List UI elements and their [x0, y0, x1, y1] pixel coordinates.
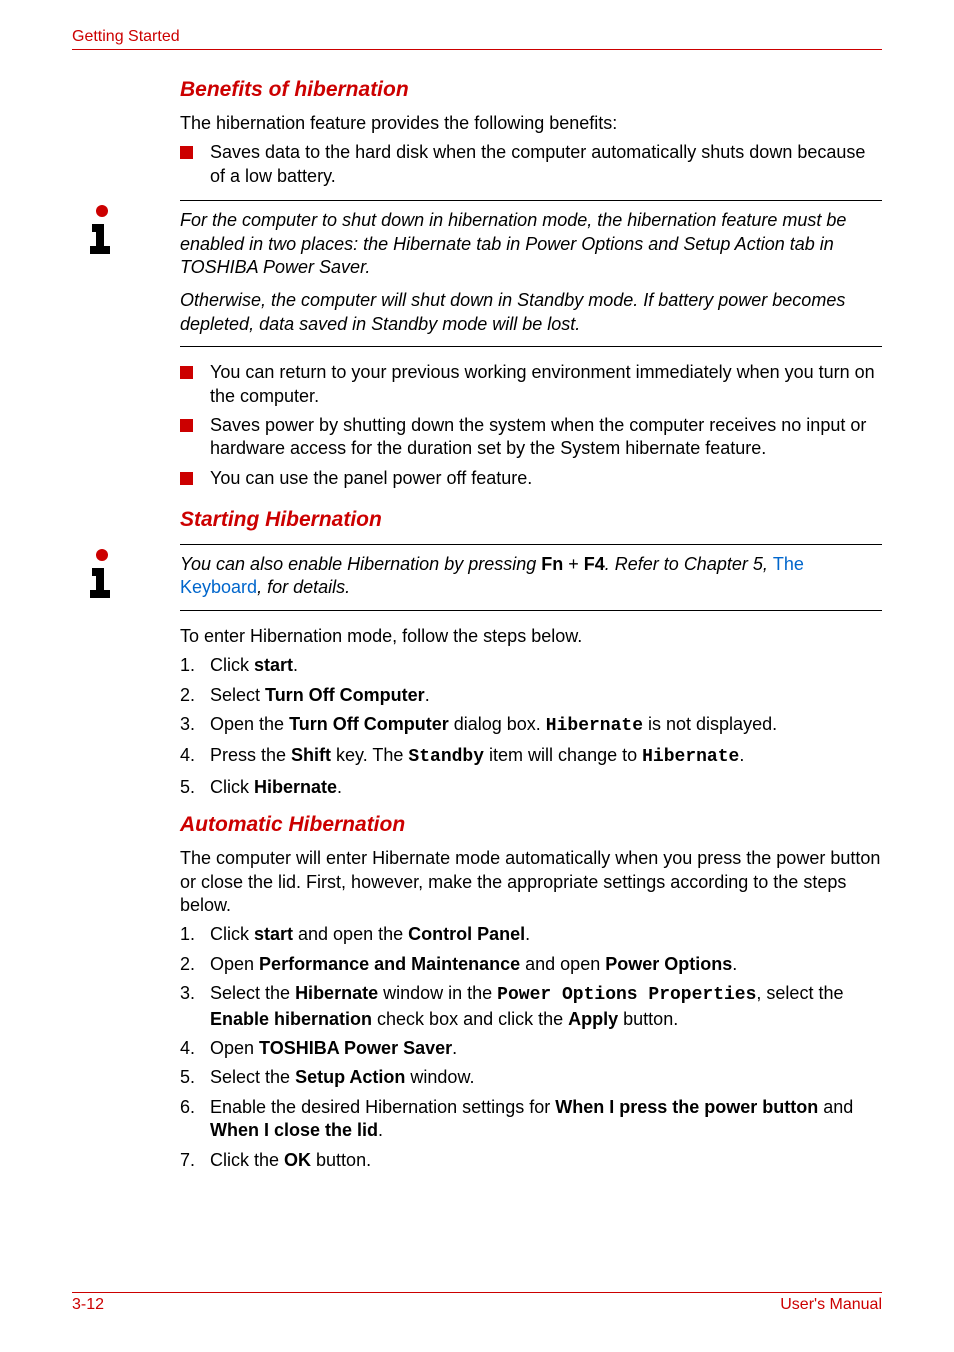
automatic-steps: Click start and open the Control Panel. … — [180, 923, 882, 1172]
list-item: Click start. — [180, 654, 882, 677]
info-icon — [72, 544, 132, 604]
starting-heading: Starting Hibernation — [180, 508, 882, 532]
starting-note: You can also enable Hibernation by press… — [72, 544, 882, 611]
automatic-heading: Automatic Hibernation — [180, 813, 882, 837]
list-item: Enable the desired Hibernation settings … — [180, 1096, 882, 1143]
list-item: Select the Setup Action window. — [180, 1066, 882, 1089]
note-paragraph: You can also enable Hibernation by press… — [180, 553, 882, 600]
benefits-heading: Benefits of hibernation — [180, 78, 882, 102]
list-item: Open Performance and Maintenance and ope… — [180, 953, 882, 976]
list-item: Click start and open the Control Panel. — [180, 923, 882, 946]
list-item: Press the Shift key. The Standby item wi… — [180, 744, 882, 769]
list-item: Click the OK button. — [180, 1149, 882, 1172]
benefits-bullets-a: Saves data to the hard disk when the com… — [180, 141, 882, 188]
list-item: Click Hibernate. — [180, 776, 882, 799]
list-item: Saves data to the hard disk when the com… — [180, 141, 882, 188]
starting-intro: To enter Hibernation mode, follow the st… — [180, 625, 882, 648]
list-item: Open the Turn Off Computer dialog box. H… — [180, 713, 882, 738]
benefits-intro: The hibernation feature provides the fol… — [180, 112, 882, 135]
benefits-bullets-b-block: You can return to your previous working … — [180, 361, 882, 490]
starting-steps-block: To enter Hibernation mode, follow the st… — [180, 625, 882, 1172]
list-item: Saves power by shutting down the system … — [180, 414, 882, 461]
list-item: You can use the panel power off feature. — [180, 467, 882, 490]
benefits-note: For the computer to shut down in hiberna… — [72, 200, 882, 347]
list-item: Select Turn Off Computer. — [180, 684, 882, 707]
note-content: For the computer to shut down in hiberna… — [180, 200, 882, 347]
benefits-section: Benefits of hibernation The hibernation … — [180, 78, 882, 188]
page-number: 3-12 — [72, 1296, 104, 1314]
list-item: Select the Hibernate window in the Power… — [180, 982, 882, 1031]
header-section-title: Getting Started — [72, 28, 882, 50]
page-container: Getting Started Benefits of hibernation … — [0, 0, 954, 1172]
page-footer: 3-12 User's Manual — [72, 1292, 882, 1314]
manual-title: User's Manual — [780, 1296, 882, 1314]
benefits-bullets-b: You can return to your previous working … — [180, 361, 882, 490]
note-content: You can also enable Hibernation by press… — [180, 544, 882, 611]
note-paragraph: For the computer to shut down in hiberna… — [180, 209, 882, 279]
list-item: Open TOSHIBA Power Saver. — [180, 1037, 882, 1060]
note-paragraph: Otherwise, the computer will shut down i… — [180, 289, 882, 336]
info-icon — [72, 200, 132, 260]
automatic-intro: The computer will enter Hibernate mode a… — [180, 847, 882, 917]
starting-steps: Click start. Select Turn Off Computer. O… — [180, 654, 882, 799]
list-item: You can return to your previous working … — [180, 361, 882, 408]
starting-section: Starting Hibernation — [180, 508, 882, 532]
